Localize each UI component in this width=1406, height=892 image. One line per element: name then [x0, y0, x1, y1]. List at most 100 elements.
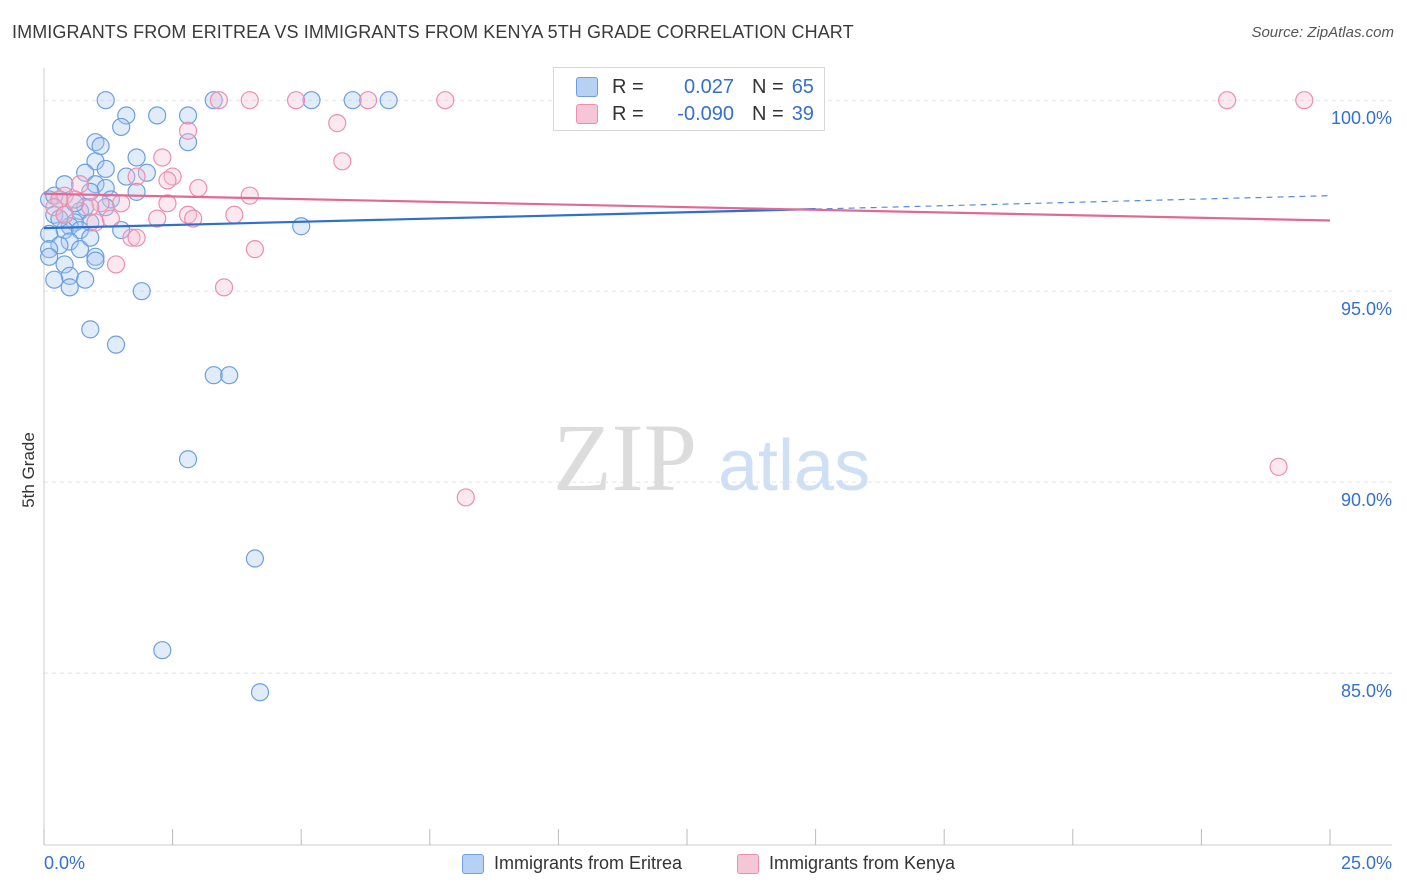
r-label: R = [612, 75, 644, 98]
bottom-legend-label-kenya: Immigrants from Kenya [769, 853, 956, 873]
eritrea-point [60, 278, 79, 297]
eritrea-point [117, 167, 136, 186]
legend-row-eritrea: R = 0.027 N = 65 [576, 74, 814, 100]
kenya-point [55, 205, 74, 224]
kenya-point [240, 91, 259, 110]
kenya-point [245, 240, 265, 259]
n-value: 39 [791, 102, 814, 125]
kenya-point [184, 209, 203, 228]
bottom-legend-swatch-eritrea [462, 853, 484, 874]
trend-line-eritrea-extension [815, 195, 1331, 210]
kenya-point [209, 91, 228, 110]
eritrea-point [70, 220, 90, 240]
eritrea-point [132, 282, 151, 301]
eritrea-point [204, 366, 223, 385]
kenya-point [81, 198, 100, 217]
r-label: R = [612, 102, 644, 125]
kenya-point [158, 194, 177, 213]
kenya-point [70, 175, 90, 194]
eritrea-point [70, 240, 90, 259]
kenya-point [214, 278, 234, 297]
legend-row-kenya: R = -0.090 N = 39 [576, 101, 814, 127]
kenya-point [328, 114, 347, 133]
eritrea-point [86, 152, 105, 171]
kenya-point [106, 255, 126, 274]
eritrea-point [91, 136, 110, 156]
x-tick-label-min: 0.0% [44, 853, 85, 873]
y-tick-label: 100.0% [1331, 108, 1392, 128]
kenya-point [225, 205, 244, 224]
eritrea-point [178, 106, 198, 125]
bottom-legend-swatch-kenya [737, 853, 759, 874]
eritrea-point [45, 270, 64, 289]
kenya-point [112, 194, 131, 213]
eritrea-point [250, 683, 270, 702]
source-label: Source: ZipAtlas.com [1251, 24, 1394, 41]
kenya-point [122, 228, 141, 247]
eritrea-point [379, 91, 398, 110]
bottom-legend-kenya: Immigrants from Kenya [737, 853, 955, 874]
eritrea-point [343, 91, 362, 110]
kenya-point [101, 209, 120, 228]
r-value: -0.090 [677, 102, 734, 125]
kenya-point [86, 213, 105, 232]
n-label: N = [752, 75, 784, 98]
eritrea-point [76, 270, 95, 289]
eritrea-point [153, 641, 172, 660]
eritrea-point [292, 217, 311, 236]
kenya-point [358, 91, 378, 110]
series-kenya [45, 91, 1314, 507]
x-tick-label-max: 25.0% [1341, 853, 1392, 873]
y-tick-label: 95.0% [1341, 299, 1392, 319]
kenya-point [240, 186, 259, 205]
eritrea-point [50, 236, 69, 255]
eritrea-point [127, 148, 146, 167]
eritrea-point [178, 450, 198, 469]
kenya-point [127, 228, 146, 247]
y-axis-label: 5th Grade [19, 432, 38, 508]
watermark: ZIP atlas [553, 404, 870, 511]
kenya-point [436, 91, 455, 110]
axes [43, 68, 1392, 846]
y-tick-label: 90.0% [1341, 490, 1392, 510]
r-value: 0.027 [683, 75, 734, 98]
trend-line-kenya [43, 192, 1331, 222]
axis-ticks: 85.0% 90.0% 95.0% 100.0% [1331, 108, 1392, 701]
eritrea-point [96, 159, 115, 179]
bottom-legend-eritrea: Immigrants from Eritrea [462, 853, 682, 874]
n-label: N = [752, 102, 784, 125]
legend-swatch-eritrea [576, 77, 598, 97]
eritrea-point [76, 163, 95, 182]
trend-lines [43, 192, 1331, 230]
eritrea-point [55, 255, 74, 274]
correlation-legend: R = 0.027 N = 65 R = -0.090 N = 39 [553, 67, 825, 131]
kenya-point [1295, 91, 1314, 110]
eritrea-point [245, 549, 265, 568]
eritrea-point [127, 182, 146, 201]
eritrea-point [204, 91, 223, 110]
series-eritrea [40, 91, 727, 702]
kenya-point [456, 488, 475, 507]
eritrea-point [40, 247, 59, 266]
bottom-legend-label-eritrea: Immigrants from Eritrea [494, 853, 683, 873]
y-tick-label: 85.0% [1341, 681, 1392, 701]
grid-lines [44, 99, 1392, 674]
kenya-point [153, 148, 172, 167]
kenya-point [333, 152, 352, 171]
kenya-point [178, 121, 198, 140]
eritrea-point [302, 91, 321, 110]
kenya-point [158, 171, 177, 190]
eritrea-point [60, 232, 79, 251]
eritrea-point [96, 91, 115, 110]
eritrea-point [117, 106, 136, 125]
watermark-zip: ZIP [553, 404, 697, 511]
kenya-point [127, 167, 146, 186]
eritrea-point [40, 224, 59, 243]
trend-line-eritrea [43, 207, 816, 230]
eritrea-point [81, 228, 100, 247]
eritrea-point [86, 247, 105, 266]
eritrea-point [86, 251, 105, 270]
eritrea-point [112, 117, 131, 137]
kenya-point [1218, 91, 1237, 110]
